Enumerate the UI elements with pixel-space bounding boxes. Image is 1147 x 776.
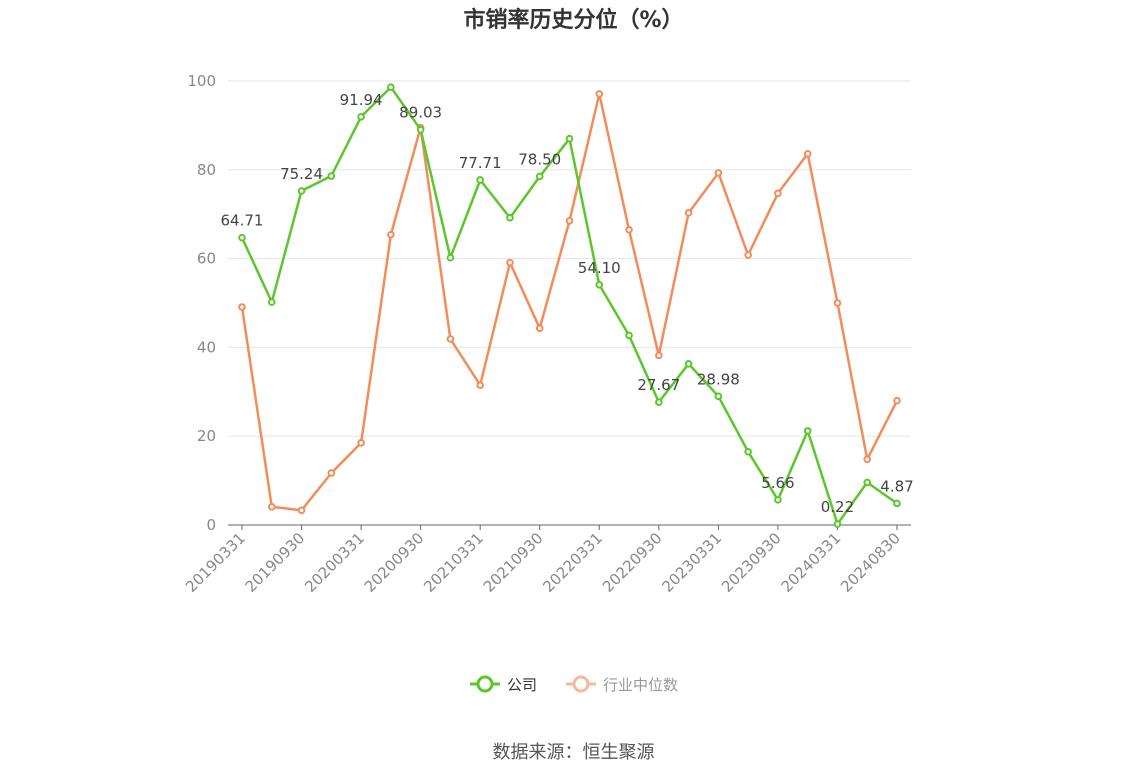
data-label: 89.03: [399, 104, 442, 122]
line-chart: 0 20 40 60 80 100 2019033120190930202003312020…: [182, 72, 914, 596]
data-point-company: [446, 253, 455, 262]
data-point-company: [863, 478, 872, 487]
grid-layer: [228, 80, 911, 437]
legend-swatch-company-icon: [469, 675, 500, 693]
data-point-industry: [506, 258, 514, 267]
x-tick-label: 20200930: [361, 529, 428, 596]
data-point-company: [357, 112, 365, 121]
data-point-company: [774, 496, 782, 504]
data-point-industry: [893, 396, 901, 405]
chart-title: 市销率历史分位（%）: [463, 8, 684, 33]
x-tick-label: 20220930: [599, 529, 666, 596]
data-point-company: [833, 520, 842, 528]
data-label: 27.67: [637, 376, 680, 394]
data-point-industry: [387, 230, 395, 239]
data-point-company: [595, 280, 604, 289]
data-point-industry: [327, 469, 336, 477]
data-point-industry: [655, 351, 663, 360]
data-point-company: [416, 125, 425, 134]
data-point-industry: [625, 225, 633, 234]
legend-label-industry: 行业中位数: [603, 675, 679, 694]
x-tick-label: 20230331: [658, 529, 725, 596]
legend-item-company[interactable]: 公司: [469, 672, 537, 696]
data-point-industry: [744, 251, 752, 259]
data-point-industry: [267, 502, 276, 511]
data-point-company: [297, 187, 306, 195]
y-tick-label: 20: [197, 427, 216, 445]
data-point-industry: [714, 169, 723, 177]
y-tick-label: 80: [197, 161, 216, 179]
data-point-industry: [774, 189, 782, 198]
data-point-company: [267, 298, 276, 306]
data-point-industry: [863, 455, 872, 464]
data-label: 5.66: [761, 474, 794, 492]
series-line-company: [240, 85, 898, 526]
data-label-layer: 64.71 75.24 91.94 89.03 77.71 78.50 54.10 27.67…: [221, 91, 914, 516]
data-point-company: [714, 392, 723, 401]
series-layer: [238, 83, 901, 528]
data-point-industry: [446, 335, 455, 343]
x-tick-label: 20200331: [301, 529, 368, 596]
y-tick-label: 60: [197, 250, 216, 268]
data-point-company: [625, 331, 633, 340]
data-point-industry: [357, 439, 365, 447]
data-point-company: [803, 427, 812, 435]
legend-label-company: 公司: [506, 675, 537, 694]
x-tick-label: 20230930: [718, 529, 785, 596]
data-label: 54.10: [578, 259, 621, 277]
data-point-industry: [803, 150, 812, 158]
data-point-company: [655, 398, 663, 406]
data-label: 78.50: [518, 150, 561, 168]
legend: 公司 行业中位数: [0, 672, 1147, 696]
data-label: 77.71: [459, 154, 502, 172]
legend-item-industry[interactable]: 行业中位数: [565, 672, 678, 696]
data-label: 0.22: [821, 498, 854, 516]
data-point-company: [744, 447, 752, 456]
y-tick-label: 100: [187, 72, 216, 90]
data-label: 4.87: [880, 477, 913, 495]
x-tick-label: 20240830: [837, 529, 904, 596]
data-point-company: [684, 360, 693, 368]
data-label: 64.71: [221, 212, 264, 230]
data-point-company: [565, 134, 574, 143]
x-tick-label: 20210930: [480, 529, 547, 596]
x-tick-label: 20210331: [420, 529, 487, 596]
data-point-industry: [565, 217, 574, 225]
legend-swatch-industry-icon: [566, 675, 596, 693]
data-label: 28.98: [697, 370, 740, 388]
data-point-industry: [476, 381, 484, 389]
data-label: 75.24: [280, 165, 323, 183]
y-tick-label: 40: [197, 338, 216, 356]
data-point-industry: [297, 506, 306, 515]
data-label: 91.94: [340, 91, 383, 109]
data-point-company: [893, 499, 901, 508]
data-point-industry: [535, 324, 544, 333]
data-point-industry: [833, 299, 842, 307]
x-tick-label: 20190930: [242, 529, 309, 596]
x-tick-label: 20240331: [778, 529, 845, 596]
data-point-company: [506, 213, 514, 222]
x-tick-label: 20220331: [539, 529, 606, 596]
data-point-company: [238, 233, 246, 242]
data-point-company: [535, 172, 544, 181]
data-point-industry: [595, 90, 604, 98]
data-point-company: [476, 176, 484, 184]
x-tick-label: 20190331: [182, 529, 249, 596]
data-point-company: [327, 172, 336, 180]
data-point-industry: [684, 209, 693, 217]
y-tick-label: 0: [206, 516, 216, 534]
data-point-industry: [238, 303, 246, 311]
data-point-company: [387, 83, 395, 92]
data-source: 数据来源：恒生聚源: [492, 742, 655, 763]
